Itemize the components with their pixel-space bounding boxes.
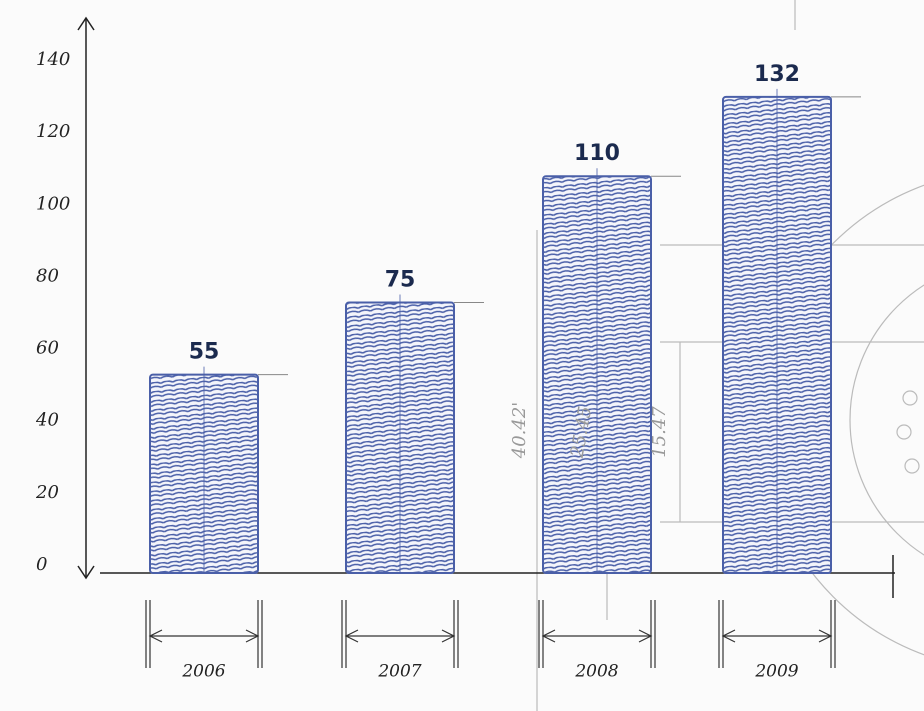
y-tick-label: 20 [35, 482, 59, 503]
arrow-head [541, 629, 653, 643]
value-label: 132 [754, 62, 800, 87]
value-label: 75 [385, 267, 416, 292]
x-tick-label: 2006 [181, 662, 225, 682]
y-tick-label: 0 [36, 554, 47, 575]
y-tick-label: 140 [36, 49, 70, 70]
arrow-head [344, 629, 456, 643]
y-tick-label: 120 [36, 121, 70, 142]
y-tick-label: 40 [35, 410, 59, 431]
y-tick-label: 60 [36, 338, 59, 359]
annotation: 40.42' [509, 402, 530, 459]
x-tick-label: 2007 [377, 662, 421, 682]
annotation: 15.47 [649, 406, 670, 458]
arrow-head [148, 629, 260, 643]
y-tick-label: 100 [36, 193, 70, 214]
y-tick-label: 80 [36, 265, 59, 286]
value-label: 55 [189, 340, 220, 365]
value-label: 110 [574, 141, 620, 166]
arrow-head [721, 629, 833, 643]
x-tick-label: 2008 [574, 662, 618, 682]
x-tick-label: 2009 [754, 662, 798, 682]
